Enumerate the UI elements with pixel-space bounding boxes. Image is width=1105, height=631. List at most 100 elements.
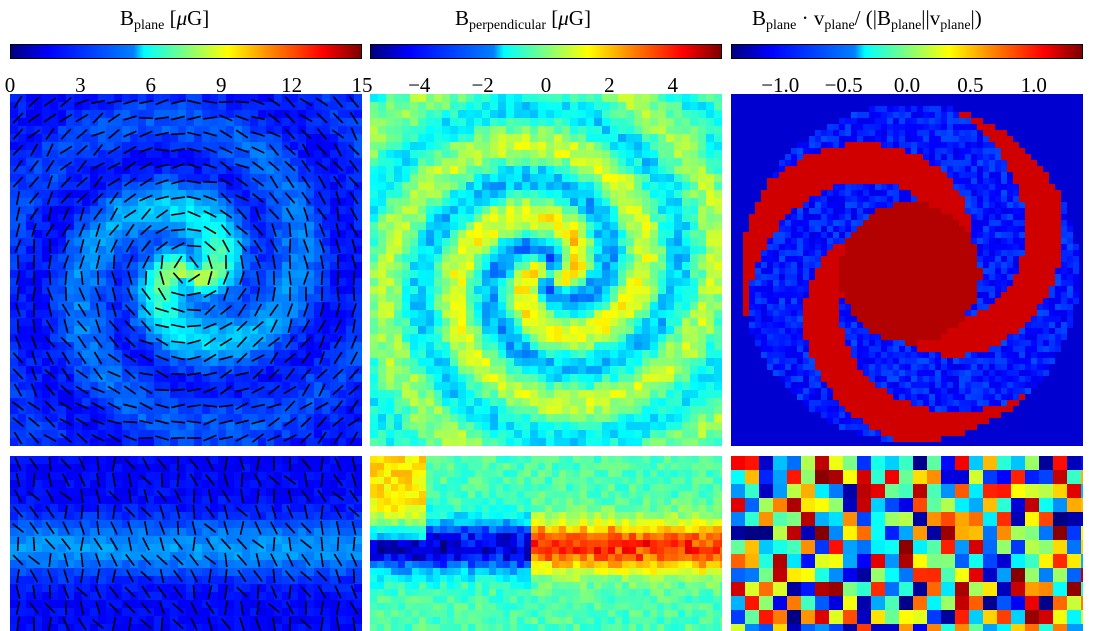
field-vector [170, 436, 186, 440]
field-vector [207, 255, 213, 269]
colorbar-tick-label: 3 [75, 73, 86, 97]
field-vector [187, 339, 201, 345]
field-vector [93, 144, 103, 156]
field-vector [29, 569, 39, 583]
colorbar-alignment [731, 44, 1083, 59]
field-vector [240, 600, 244, 616]
field-vector [285, 175, 295, 189]
field-vector [240, 488, 244, 504]
field-vector [350, 335, 358, 349]
field-vector [108, 128, 120, 140]
field-vector [286, 505, 294, 519]
field-vector [96, 472, 100, 488]
field-vector [219, 369, 233, 379]
field-vector [44, 336, 56, 348]
field-vector [203, 194, 217, 202]
field-vector [124, 586, 136, 598]
field-vector [220, 224, 232, 236]
field-vector [43, 433, 57, 443]
field-vector [235, 402, 249, 410]
field-vector [239, 457, 245, 471]
field-vector [80, 536, 84, 552]
field-vector [254, 207, 262, 221]
field-vector [336, 206, 340, 222]
field-vector [27, 129, 41, 139]
field-vector [155, 178, 169, 186]
field-vector [59, 433, 73, 443]
field-vector [108, 320, 120, 332]
field-vector [334, 457, 342, 471]
field-vector [170, 340, 186, 344]
field-vector [235, 114, 249, 122]
field-vector [234, 100, 250, 104]
field-vector [317, 207, 327, 221]
field-vector [239, 271, 245, 285]
field-vector [272, 536, 276, 552]
colorbar-tick-label: 4 [667, 73, 678, 97]
field-vector [286, 553, 294, 567]
field-vector [154, 163, 170, 169]
field-vector [173, 585, 183, 599]
field-vector [320, 536, 324, 552]
field-vector [202, 180, 218, 184]
field-vector [316, 112, 328, 124]
colorbar-tick-label: −1.0 [761, 73, 800, 97]
field-vector [44, 416, 56, 428]
field-vector [218, 404, 234, 408]
field-vector [140, 320, 152, 332]
field-vector [332, 400, 344, 412]
field-vector [14, 239, 22, 253]
field-vector [29, 143, 39, 157]
field-vector [107, 353, 121, 363]
field-vector [78, 223, 86, 237]
field-vector [48, 206, 52, 222]
field-vector [267, 337, 281, 347]
field-vector [336, 536, 340, 552]
field-vector [15, 472, 21, 488]
field-vector [352, 536, 356, 552]
field-vector [349, 111, 359, 125]
field-vector [320, 616, 324, 631]
field-vector [14, 335, 22, 349]
field-vector [125, 239, 135, 253]
field-vector [270, 521, 278, 535]
field-vector [138, 99, 154, 105]
field-vector [202, 371, 218, 377]
field-vector [154, 323, 170, 329]
field-vector [158, 521, 166, 535]
field-vector [317, 431, 327, 445]
field-vector [48, 270, 52, 286]
field-vector [256, 270, 260, 286]
field-vector [140, 602, 152, 614]
field-vector [203, 337, 217, 347]
field-vector [283, 385, 297, 395]
field-vector [349, 489, 359, 503]
field-vector [235, 194, 249, 202]
field-vector [240, 254, 244, 270]
field-vector [174, 489, 182, 503]
field-vector [351, 521, 357, 535]
field-vector [157, 287, 167, 301]
field-vector [271, 505, 277, 519]
field-vector [315, 401, 329, 411]
field-vector [269, 351, 279, 365]
colorbar-b-plane [10, 44, 362, 59]
field-vector [139, 147, 153, 153]
field-vector [172, 618, 184, 630]
field-vector [334, 143, 342, 157]
field-vector [125, 553, 135, 567]
field-vector [155, 307, 169, 313]
field-vector [107, 113, 121, 123]
field-vector [234, 371, 250, 377]
field-vector [47, 175, 53, 189]
field-vector [176, 472, 180, 488]
title-b-plane: Bplane [μG] [120, 6, 210, 33]
field-vector [48, 456, 52, 472]
field-vector [140, 570, 152, 582]
field-vector [32, 270, 36, 286]
field-vector [60, 336, 72, 348]
field-vector [123, 193, 137, 203]
field-vector [170, 212, 186, 216]
field-vector [288, 238, 292, 254]
field-vector [156, 490, 168, 502]
